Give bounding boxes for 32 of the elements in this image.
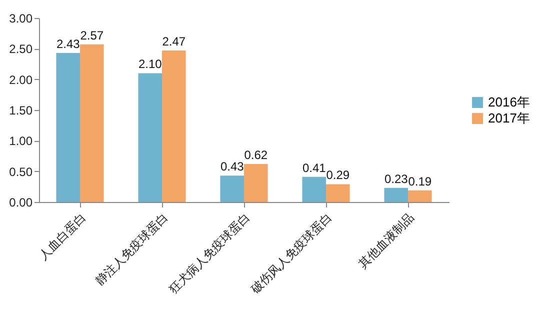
x-tick-label: 其他血液制品 [356, 210, 416, 271]
legend-label: 2016年 [488, 94, 530, 110]
data-label: 2.43 [56, 36, 80, 51]
bar [244, 164, 268, 202]
y-tick-label: 1.00 [9, 134, 33, 148]
data-label: 0.29 [326, 168, 350, 182]
data-label: 0.41 [302, 160, 326, 175]
data-label: 2.47 [162, 34, 186, 49]
y-tick-label: 0.00 [9, 196, 33, 210]
x-tick-label: 静注人免疫球蛋白 [92, 210, 170, 288]
y-tick-label: 3.00 [9, 12, 33, 26]
data-label: 0.19 [408, 174, 432, 188]
data-label: 0.62 [244, 148, 268, 162]
bar [56, 52, 80, 202]
data-label: 2.10 [138, 57, 162, 72]
data-label: 0.43 [220, 160, 244, 174]
bar [302, 176, 326, 202]
legend-label: 2017年 [488, 110, 530, 126]
y-tick-label: 0.50 [9, 164, 33, 179]
y-tick-label: 2.50 [9, 42, 33, 56]
bar [80, 44, 104, 202]
bar [326, 184, 350, 202]
bar [138, 73, 162, 202]
bar [220, 176, 244, 202]
data-label: 0.23 [384, 172, 408, 186]
y-tick-label: 2.00 [9, 72, 33, 87]
bar [162, 50, 186, 202]
bar [408, 190, 432, 202]
bar [384, 188, 408, 202]
data-label: 2.57 [80, 28, 104, 42]
y-tick-label: 1.50 [9, 104, 33, 118]
x-tick-label: 人血白蛋白 [36, 210, 88, 262]
